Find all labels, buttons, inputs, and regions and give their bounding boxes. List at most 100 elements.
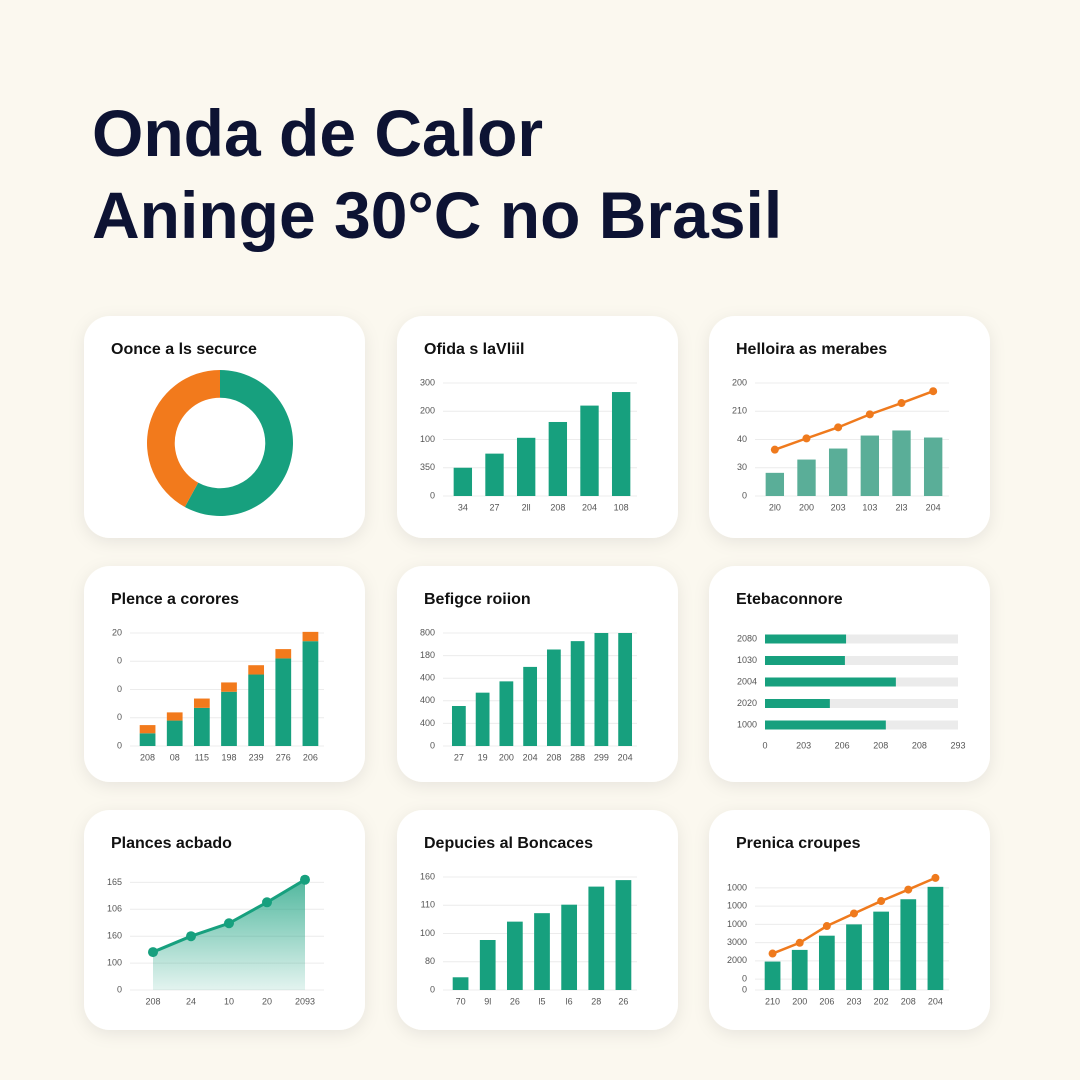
bar	[453, 467, 473, 496]
bar-segment	[166, 712, 183, 721]
y-tick-label: 0	[117, 984, 122, 994]
bar	[927, 886, 944, 990]
y-tick-label: 0	[117, 684, 122, 694]
y-tick-label: 0	[117, 656, 122, 666]
x-tick-label: 2l3	[895, 502, 907, 512]
x-tick-label: 198	[221, 752, 236, 762]
bar	[818, 935, 835, 990]
bar	[452, 977, 469, 990]
bar	[860, 435, 880, 496]
card-title: Oonce a ls securce	[111, 341, 257, 358]
x-tick-label: l5	[538, 996, 545, 1006]
bar	[900, 899, 917, 990]
bar	[765, 472, 785, 496]
point	[802, 434, 811, 443]
y-tick-label: 160	[107, 931, 122, 941]
x-tick-label: 202	[874, 996, 889, 1006]
bar	[846, 924, 862, 990]
bar	[791, 949, 808, 990]
y-tick-label: 2020	[737, 698, 757, 708]
y-tick-label: 1000	[727, 919, 747, 929]
x-tick-label: l6	[566, 996, 573, 1006]
x-tick-label: 203	[846, 996, 861, 1006]
x-tick-label: 108	[614, 502, 629, 512]
bar	[193, 707, 210, 746]
y-tick-label: 0	[742, 490, 747, 500]
x-tick-label: 208	[546, 752, 561, 762]
y-tick-label: 30	[737, 462, 747, 472]
bar	[765, 634, 847, 644]
y-tick-label: 0	[742, 984, 747, 994]
bar	[546, 649, 561, 746]
point	[865, 410, 874, 419]
card	[84, 316, 365, 538]
bar	[166, 720, 183, 746]
bar	[485, 453, 504, 496]
card-title: Befigce roiion	[424, 591, 531, 608]
bar	[588, 886, 605, 990]
bar	[615, 880, 632, 990]
y-tick-label: 80	[425, 956, 435, 966]
x-tick-label: 200	[792, 996, 807, 1006]
point	[877, 897, 886, 906]
y-tick-label: 106	[107, 904, 122, 914]
bar	[221, 691, 237, 746]
headline: Onda de Calor	[92, 96, 543, 170]
point	[822, 922, 831, 931]
bar-track	[765, 656, 958, 665]
x-tick-label: 208	[901, 996, 916, 1006]
x-tick-label: 115	[195, 752, 209, 762]
bar	[139, 733, 156, 746]
point	[300, 874, 310, 885]
x-tick-label: 27	[489, 502, 499, 512]
bar	[765, 656, 845, 665]
point	[931, 873, 940, 882]
x-tick-label: 208	[550, 502, 565, 512]
y-tick-label: 0	[430, 490, 435, 500]
bar	[499, 681, 514, 746]
bar	[475, 692, 490, 746]
y-tick-label: 2000	[727, 955, 747, 965]
card-title: Depucies al Boncaces	[424, 835, 593, 852]
y-tick-label: 1000	[737, 719, 757, 729]
headline: Aninge 30°C no Brasil	[92, 178, 782, 252]
y-tick-label: 800	[420, 627, 435, 637]
y-tick-label: 160	[420, 871, 435, 881]
y-tick-label: 2080	[737, 633, 757, 643]
y-tick-label: 2004	[737, 676, 757, 686]
x-tick-label: 203	[796, 740, 811, 750]
x-tick-label: 208	[145, 996, 160, 1006]
bar	[873, 911, 890, 990]
bar-segment	[275, 649, 292, 659]
bar	[561, 904, 578, 990]
bar	[892, 430, 911, 496]
y-tick-label: 165	[107, 877, 122, 887]
y-tick-label: 400	[420, 695, 435, 705]
x-tick-label: 206	[819, 996, 834, 1006]
bar	[275, 658, 292, 746]
x-tick-label: 200	[799, 502, 814, 512]
bar-segment	[221, 682, 237, 692]
bar	[764, 961, 781, 990]
x-tick-label: 204	[928, 996, 943, 1006]
x-tick-label: 9l	[484, 996, 491, 1006]
y-tick-label: 300	[420, 377, 435, 387]
point	[904, 885, 913, 894]
y-tick-label: 1030	[737, 655, 757, 665]
x-tick-label: 24	[186, 996, 196, 1006]
x-tick-label: 208	[140, 752, 155, 762]
x-tick-label: 204	[523, 752, 538, 762]
x-tick-label: 103	[862, 502, 877, 512]
y-tick-label: 1000	[727, 882, 747, 892]
x-tick-label: 34	[458, 502, 468, 512]
x-tick-label: 70	[456, 996, 466, 1006]
point	[929, 387, 938, 396]
x-tick-label: 276	[276, 752, 291, 762]
y-tick-label: 350	[420, 462, 435, 472]
x-tick-label: 10	[224, 996, 234, 1006]
y-tick-label: 200	[420, 406, 435, 416]
bar	[302, 641, 319, 746]
x-tick-label: 204	[582, 502, 597, 512]
x-tick-label: 204	[618, 752, 633, 762]
y-tick-label: 110	[421, 900, 435, 910]
